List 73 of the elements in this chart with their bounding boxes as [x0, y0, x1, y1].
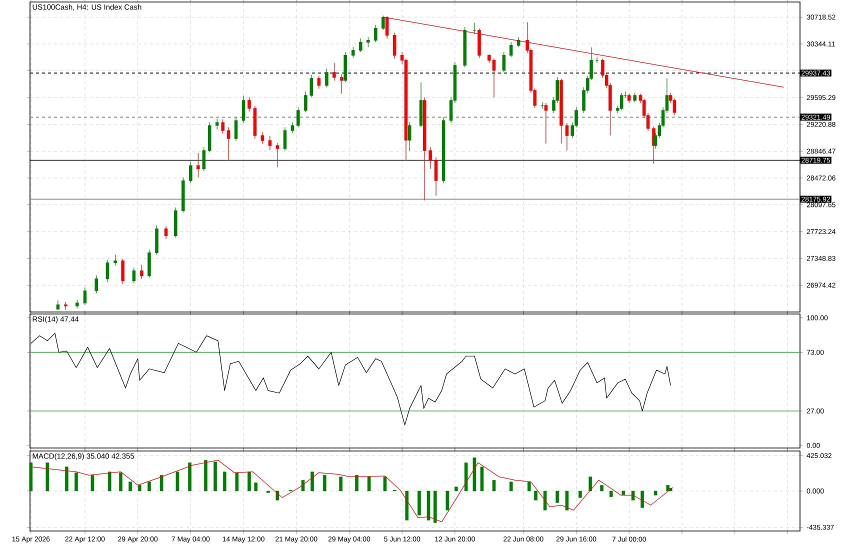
- bar: [322, 475, 326, 492]
- bar: [472, 458, 476, 492]
- bar: [128, 482, 132, 492]
- bar: [654, 490, 658, 496]
- line-series: [30, 460, 673, 522]
- bar: [119, 472, 122, 492]
- candlestick: [106, 259, 110, 282]
- candlestick: [253, 106, 257, 140]
- bar: [640, 490, 644, 508]
- candlestick: [442, 116, 446, 184]
- bar: [74, 472, 78, 492]
- bar: [454, 486, 458, 492]
- bar: [64, 466, 68, 492]
- bar: [418, 490, 421, 516]
- bar: [254, 482, 258, 492]
- candlestick: [260, 132, 264, 144]
- bar: [600, 485, 604, 492]
- candlestick: [283, 126, 287, 152]
- candlestick: [419, 82, 423, 128]
- candlestick: [276, 142, 280, 168]
- bar: [138, 485, 142, 492]
- bar: [148, 482, 151, 492]
- bar: [543, 490, 547, 510]
- bar: [588, 476, 592, 492]
- candlestick: [226, 126, 230, 161]
- bar: [276, 490, 280, 500]
- candlestick: [290, 122, 294, 134]
- candlestick: [565, 122, 569, 151]
- bar: [527, 482, 531, 492]
- bar: [480, 466, 484, 492]
- candlestick: [164, 226, 168, 240]
- bar: [222, 472, 226, 492]
- bar: [383, 476, 387, 492]
- bar: [622, 490, 626, 496]
- bar: [534, 490, 538, 500]
- bar: [492, 480, 496, 492]
- candlestick: [544, 102, 548, 144]
- bar: [631, 490, 635, 500]
- bar: [204, 460, 208, 492]
- bar: [301, 480, 305, 492]
- bar: [433, 490, 437, 523]
- bar: [108, 472, 112, 492]
- bar: [556, 490, 560, 503]
- candlestick: [434, 157, 438, 196]
- bar: [355, 475, 358, 492]
- bar: [310, 472, 314, 492]
- bar: [509, 482, 513, 492]
- bar: [339, 476, 342, 492]
- bar: [446, 490, 450, 510]
- bar: [405, 490, 409, 520]
- bar: [176, 472, 180, 492]
- bar: [578, 490, 582, 498]
- bar: [565, 490, 569, 510]
- bar: [90, 475, 94, 492]
- bar: [426, 490, 430, 520]
- bar: [235, 472, 239, 492]
- candlestick: [404, 58, 408, 161]
- candlestick: [83, 287, 87, 306]
- candlestick: [268, 136, 272, 151]
- bar: [46, 462, 50, 492]
- bar: [214, 462, 217, 492]
- bar: [666, 485, 670, 492]
- bar: [29, 462, 33, 492]
- bar: [160, 475, 164, 492]
- bar: [188, 462, 192, 492]
- bar: [609, 490, 613, 497]
- candlestick: [242, 95, 246, 124]
- candlestick: [560, 78, 563, 144]
- candlestick: [234, 116, 238, 142]
- bar: [464, 462, 468, 492]
- candlestick: [672, 98, 676, 116]
- bar: [248, 472, 251, 492]
- bar: [367, 476, 371, 492]
